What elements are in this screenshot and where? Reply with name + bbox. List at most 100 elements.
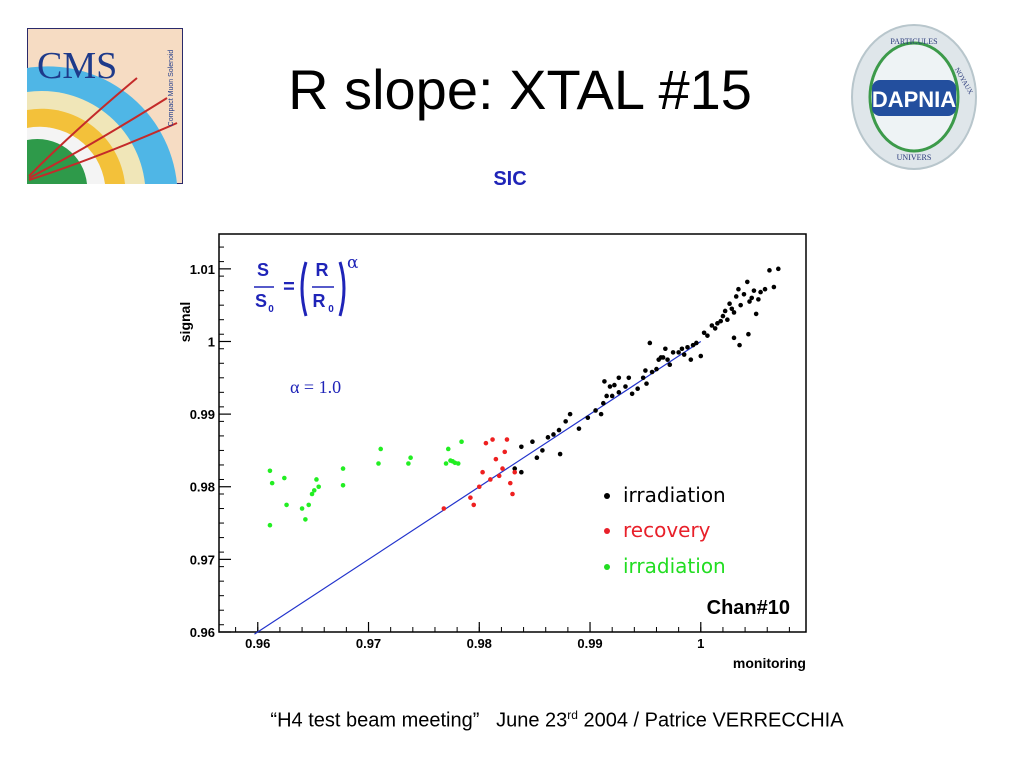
data-point <box>688 357 694 362</box>
data-point <box>676 350 681 355</box>
data-point <box>753 311 759 317</box>
data-point <box>284 502 289 508</box>
y-axis-label: signal <box>177 302 193 342</box>
data-point <box>376 461 381 466</box>
data-point <box>601 400 606 406</box>
data-point <box>493 456 499 462</box>
data-point <box>643 368 648 373</box>
alpha-value: α = 1.0 <box>290 377 341 397</box>
data-point <box>502 449 508 455</box>
x-axis-label: monitoring <box>733 655 806 671</box>
data-point <box>378 446 384 452</box>
data-point <box>607 384 613 389</box>
formula-lhs-sub: 0 <box>268 304 274 315</box>
data-point <box>530 439 535 445</box>
cms-logo-subtext: Compact Muon Solenoid <box>168 50 175 127</box>
footer-meeting: “H4 test beam meeting” <box>270 709 480 732</box>
data-point <box>519 444 524 450</box>
data-point <box>771 284 777 290</box>
data-point <box>679 346 685 352</box>
x-tick-label: 0.99 <box>577 636 602 651</box>
data-point <box>690 342 696 348</box>
data-point <box>471 502 477 508</box>
data-point <box>640 375 646 381</box>
data-point <box>512 466 518 471</box>
data-point <box>468 495 473 500</box>
data-point <box>715 321 720 326</box>
y-axis: 0.96 0.97 0.98 0.99 1 1.01 <box>190 246 231 640</box>
data-point <box>443 461 449 466</box>
data-point <box>282 475 287 481</box>
data-point <box>316 484 321 490</box>
data-point <box>731 310 737 315</box>
data-point <box>665 357 670 362</box>
data-point <box>758 289 763 295</box>
channel-annotation: Chan#10 <box>707 597 790 619</box>
formula: S S 0 = R R 0 α <box>254 253 359 317</box>
slide-title: R slope: XTAL #15 <box>288 58 752 121</box>
data-point <box>731 335 737 341</box>
formula-equals: = <box>283 276 295 298</box>
dapnia-logo: DAPNIA PARTICULES UNIVERS NOYAUX <box>850 22 978 177</box>
data-point <box>616 375 622 381</box>
data-point <box>749 295 755 301</box>
data-point <box>751 288 757 293</box>
data-point <box>545 435 551 440</box>
data-point <box>776 266 781 272</box>
data-point <box>681 352 687 357</box>
data-point <box>745 279 750 285</box>
data-point <box>644 381 649 386</box>
data-point <box>406 461 411 466</box>
legend-label: irradiation <box>623 483 726 507</box>
legend-label: recovery <box>623 518 711 542</box>
x-axis: 0.96 0.97 0.98 0.99 1 <box>235 622 790 651</box>
data-point <box>303 517 308 522</box>
data-point <box>267 522 273 528</box>
data-point <box>654 366 659 372</box>
data-point <box>663 346 668 352</box>
data-point <box>649 369 655 375</box>
data-point <box>612 382 617 388</box>
data-point <box>667 362 673 368</box>
data-point <box>551 432 556 437</box>
data-point <box>762 286 768 292</box>
data-point <box>738 302 743 308</box>
footer-date-pre: June 23 <box>496 709 568 732</box>
footer-date-post: 2004 / Patrice VERRECCHIA <box>577 709 844 732</box>
data-point <box>604 393 609 399</box>
formula-rhs-den: R <box>313 291 326 311</box>
data-point <box>510 491 515 497</box>
footer-date-sup: rd <box>567 708 578 722</box>
y-tick-label: 0.99 <box>190 407 215 422</box>
data-point <box>340 466 346 471</box>
x-tick-label: 0.98 <box>467 636 492 651</box>
data-point <box>609 393 615 399</box>
data-point <box>540 448 545 453</box>
data-point <box>269 480 275 486</box>
data-point <box>722 308 728 314</box>
formula-rhs-sub: 0 <box>328 304 334 315</box>
data-point <box>455 461 461 466</box>
data-point <box>309 491 315 497</box>
scatter-chart: 0.96 0.97 0.98 0.99 1 0.960.970.980.9911.01 … <box>177 233 807 671</box>
y-tick-label: 0.96 <box>190 625 215 640</box>
data-point <box>736 286 741 292</box>
data-point <box>534 455 540 460</box>
data-point <box>512 469 518 475</box>
data-point <box>311 488 317 493</box>
legend-marker <box>604 493 610 499</box>
footer: “H4 test beam meeting” June 23rd 2004 / … <box>0 708 1024 733</box>
data-point <box>698 353 704 359</box>
data-point <box>593 408 598 413</box>
y-tick-label: 1.01 <box>190 262 215 277</box>
data-point <box>626 375 632 381</box>
data-point <box>729 306 735 312</box>
data-point <box>727 301 732 307</box>
x-tick-label: 0.96 <box>245 636 270 651</box>
data-point <box>576 426 582 431</box>
data-point <box>737 342 742 348</box>
data-point <box>488 477 493 482</box>
formula-lhs-num: S <box>257 260 269 280</box>
formula-lhs-den: S <box>255 291 267 311</box>
legend: irradiation recovery irradiation <box>604 483 726 578</box>
